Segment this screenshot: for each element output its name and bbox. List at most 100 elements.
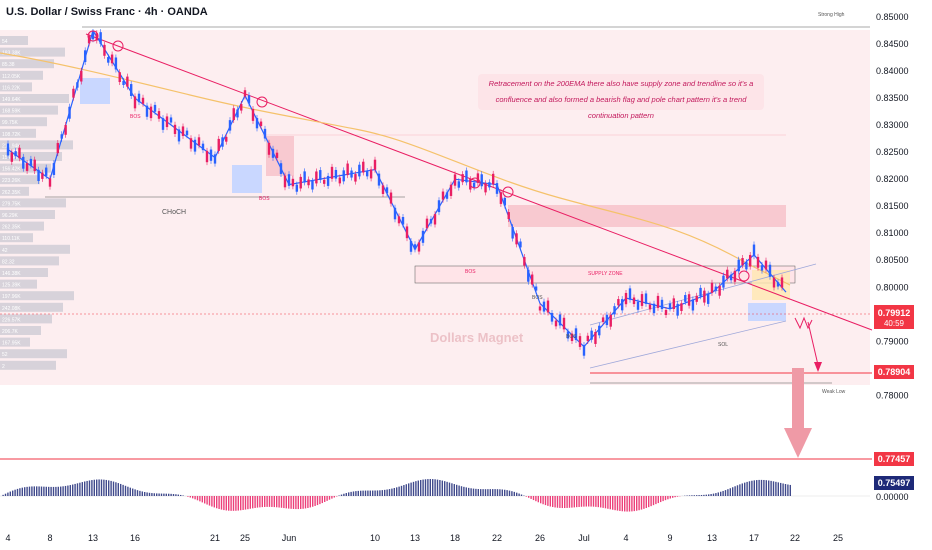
oscillator-bar — [400, 485, 403, 496]
oscillator-bar — [554, 496, 556, 508]
price-axis[interactable]: 0.85000 0.84500 0.84000 0.83500 0.83000 0.825… — [876, 12, 909, 400]
candle-body — [554, 320, 558, 327]
candle-body — [10, 152, 14, 162]
oscillator-bar — [360, 490, 362, 496]
volume-profile-bar — [0, 163, 51, 173]
oscillator-bar — [213, 496, 215, 508]
volume-profile-label: 223.26K — [2, 178, 21, 184]
ema-line — [0, 52, 791, 286]
volume-profile-bar — [0, 302, 63, 312]
x-tick-label: Jun — [282, 533, 297, 543]
oscillator-bar — [146, 492, 148, 496]
oscillator-bar — [208, 496, 211, 506]
oscillator-bar — [604, 496, 607, 509]
volume-profile-label: 42 — [2, 248, 8, 254]
oscillator-bar — [638, 496, 640, 511]
volume-profile-label: 96.29K — [2, 213, 19, 219]
oscillator-bar — [50, 486, 52, 496]
candle-body — [118, 72, 121, 83]
candle-body — [538, 306, 542, 311]
oscillator-bar — [480, 489, 482, 496]
ob-zone-blue-3 — [748, 303, 786, 321]
oscillator-bar — [624, 496, 626, 512]
oscillator-bar — [528, 496, 530, 498]
candle-body — [279, 163, 283, 174]
oscillator-bar — [199, 496, 201, 502]
oscillator-bar — [170, 493, 172, 496]
volume-profile-bar — [0, 70, 43, 80]
candle-body — [605, 314, 609, 326]
oscillator-bar — [362, 490, 364, 496]
oscillator-bar — [124, 485, 127, 496]
oscillator-bar — [693, 495, 695, 496]
oscillator-bar — [734, 486, 736, 496]
oscillator-bar — [472, 488, 475, 496]
oscillator-bar — [230, 496, 232, 511]
oscillator-bar — [722, 490, 724, 496]
oscillator-bar — [21, 487, 23, 496]
analysis-note: Retracement on the 200EMA there also hav… — [478, 74, 764, 120]
oscillator-bar — [765, 480, 767, 496]
oscillator-bar — [552, 496, 554, 508]
oscillator-bar — [667, 496, 669, 500]
oscillator-bar — [62, 486, 64, 496]
x-tick-label: 13 — [88, 533, 98, 543]
candle-body — [255, 118, 259, 129]
y-tick-label: 0.84000 — [876, 66, 909, 76]
oscillator-bar — [424, 479, 427, 496]
oscillator-bar — [26, 486, 28, 496]
oscillator-bar — [597, 496, 599, 508]
oscillator-bar — [297, 496, 299, 510]
oscillator-bar — [532, 496, 535, 501]
oscillator-bar — [319, 496, 321, 505]
oscillator-bar — [367, 490, 369, 496]
oscillator-bar — [31, 486, 33, 496]
watermark: Dollars Magnet — [430, 330, 524, 345]
candle-body — [672, 298, 676, 310]
candle-body — [350, 170, 353, 178]
volume-profile-bar — [0, 82, 32, 92]
volume-profile-bar — [0, 291, 74, 301]
volume-profile-bar — [0, 175, 40, 185]
time-axis[interactable]: 4 8 13 16 21 25 Jun 10 13 18 22 26 Jul 4 9 13 17 22 25 — [5, 533, 843, 543]
oscillator-bar — [463, 486, 465, 496]
oscillator-bar — [112, 481, 115, 496]
oscillator-bar — [460, 486, 463, 496]
volume-profile-label: 218.94K — [2, 143, 21, 149]
candle-body — [691, 299, 695, 311]
candle-body — [620, 299, 624, 311]
oscillator-bar — [453, 484, 455, 496]
oscillator-bar — [494, 489, 496, 496]
candle-body — [29, 158, 33, 166]
oscillator-bar — [676, 496, 679, 497]
candle-body — [295, 184, 299, 192]
candle-body — [756, 256, 760, 268]
oscillator-bar — [660, 496, 662, 503]
candle-body — [768, 264, 772, 277]
candle-body — [271, 148, 275, 158]
candle-body — [598, 325, 601, 336]
oscillator-bar — [309, 496, 311, 508]
oscillator-bar — [772, 481, 775, 496]
oscillator-bar — [511, 491, 513, 496]
oscillator-bar — [559, 496, 561, 508]
oscillator-bar — [705, 494, 707, 496]
oscillator-bar — [328, 496, 331, 500]
oscillator-bar — [273, 496, 275, 508]
candle-body — [201, 143, 205, 151]
oscillator-bar — [631, 496, 633, 512]
y-tick-label: 0.82000 — [876, 174, 909, 184]
candle-body — [149, 106, 153, 119]
oscillator-bar — [139, 490, 141, 496]
oscillator-bar — [756, 480, 758, 496]
candle-body — [251, 108, 255, 121]
oscillator-bar — [652, 496, 655, 506]
oscillator-bar — [278, 496, 280, 508]
oscillator-bar — [496, 489, 499, 496]
oscillator-bar — [177, 494, 179, 496]
oscillator-bar — [669, 496, 671, 499]
candle-body — [488, 182, 491, 188]
oscillator-bar — [516, 492, 518, 496]
oscillator-bar — [456, 484, 458, 496]
